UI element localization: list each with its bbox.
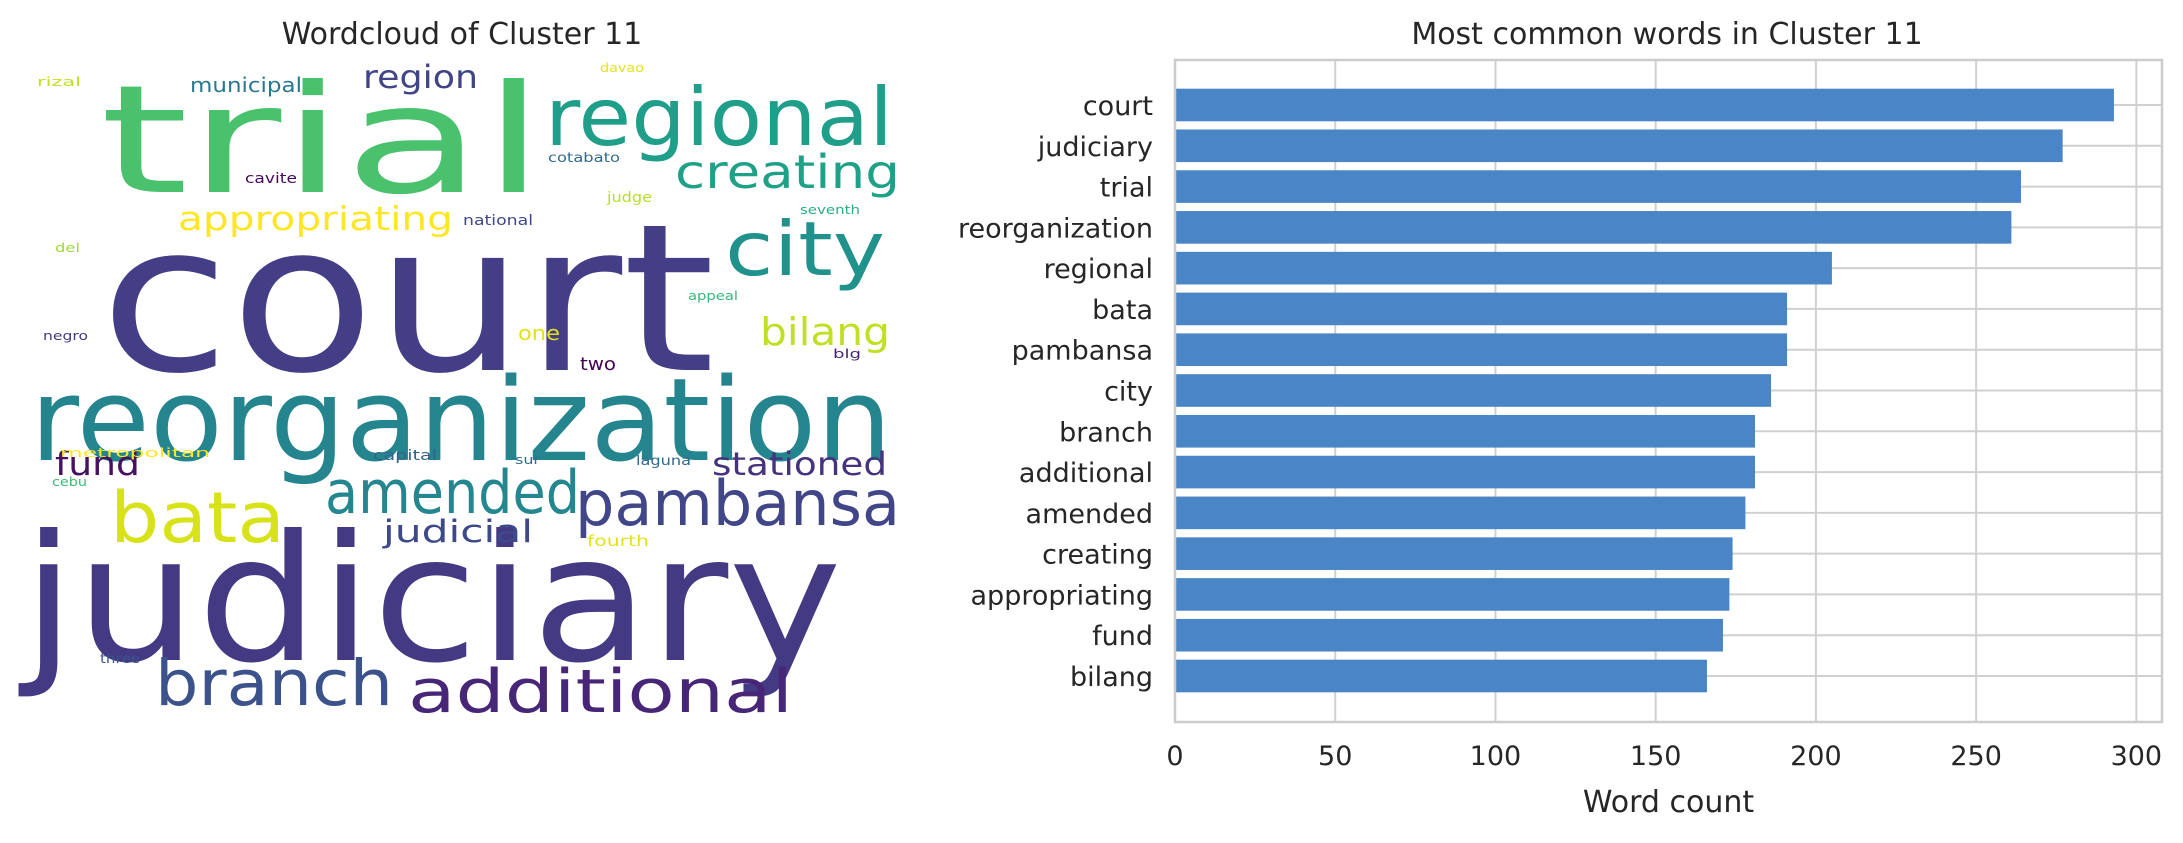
bar xyxy=(1175,455,1756,489)
wordcloud-word: court xyxy=(100,181,715,419)
wordcloud-word: stationed xyxy=(712,445,887,483)
y-tick-label: trial xyxy=(1100,173,1153,204)
bar-chart-x-tick-labels: 0 50 100 150 200 250 300 xyxy=(1166,741,2162,772)
bar xyxy=(1175,292,1788,326)
wordcloud-word: cotabato xyxy=(548,151,620,166)
y-tick-label: bata xyxy=(1092,295,1153,326)
wordcloud-word: branch xyxy=(155,647,393,720)
y-tick-label: amended xyxy=(1026,499,1153,530)
x-tick-label: 250 xyxy=(1950,741,2002,772)
wordcloud-word: cebu xyxy=(52,475,87,489)
bar xyxy=(1175,414,1756,448)
wordcloud-word: judge xyxy=(606,190,652,206)
x-tick-label: 0 xyxy=(1166,741,1183,772)
bar xyxy=(1175,496,1746,530)
wordcloud-word: pambansa xyxy=(575,467,900,540)
wordcloud-word: judicial xyxy=(382,514,533,550)
wordcloud-word: blg xyxy=(833,347,861,361)
bar-chart-plot-frame xyxy=(1173,58,2164,724)
wordcloud-word: judiciary xyxy=(18,499,842,702)
wordcloud-word: bilang xyxy=(760,310,890,354)
wordcloud-word: two xyxy=(580,354,616,375)
y-tick-label: branch xyxy=(1059,417,1153,448)
wordcloud-word: seventh xyxy=(800,203,860,217)
wordcloud-word: negro xyxy=(43,329,88,343)
y-tick-label: additional xyxy=(1019,458,1153,489)
wordcloud-word: appropriating xyxy=(178,199,453,238)
wordcloud-word: reorganization xyxy=(30,354,892,488)
x-tick-label: 200 xyxy=(1790,741,1842,772)
y-tick-label: fund xyxy=(1092,621,1153,652)
wordcloud-word: appeal xyxy=(688,289,738,303)
x-tick-label: 300 xyxy=(2111,741,2163,772)
wordcloud-words: courtjudiciarytrialreorganizationregiona… xyxy=(18,54,900,727)
wordcloud-word: sur xyxy=(515,453,540,467)
wordcloud-word: three xyxy=(100,652,140,667)
y-tick-label: court xyxy=(1083,91,1153,122)
bar xyxy=(1175,578,1730,611)
x-tick-label: 50 xyxy=(1318,741,1352,772)
wordcloud-word: fund xyxy=(55,444,140,483)
y-tick-label: creating xyxy=(1042,540,1153,571)
wordcloud-panel: Wordcloud of Cluster 11 court judiciary tr… xyxy=(0,0,930,839)
bar-chart-bars xyxy=(1175,88,2114,693)
wordcloud-word: laguna xyxy=(636,454,691,469)
wordcloud-word: one xyxy=(518,321,560,345)
bar xyxy=(1175,618,1723,652)
wordcloud-word: capital xyxy=(373,448,437,464)
bar xyxy=(1175,170,2021,203)
y-tick-label: bilang xyxy=(1070,662,1153,693)
y-tick-label: city xyxy=(1104,377,1153,408)
y-tick-label: reorganization xyxy=(958,213,1153,244)
wordcloud-word: trial xyxy=(100,54,545,228)
bar xyxy=(1175,374,1772,407)
wordcloud-word: municipal xyxy=(190,73,302,97)
y-tick-label: judiciary xyxy=(1037,132,1153,163)
wordcloud-word: region xyxy=(363,58,478,96)
bar xyxy=(1175,537,1733,570)
wordcloud-word: regional xyxy=(545,71,893,164)
bar-chart-x-axis-label: Word count xyxy=(1583,785,1755,820)
bar-chart-title: Most common words in Cluster 11 xyxy=(1411,17,1922,52)
wordcloud-word: amended xyxy=(325,458,580,528)
bar xyxy=(1175,659,1707,693)
wordcloud-word: metropolitan xyxy=(60,446,210,460)
wordcloud-word: bata xyxy=(110,477,285,559)
wordcloud-word: city xyxy=(725,205,885,293)
y-tick-label: pambansa xyxy=(1012,336,1153,367)
wordcloud-word: additional xyxy=(408,657,793,727)
bar-chart: Most common words in Cluster 11 court jud… xyxy=(958,17,2164,820)
bar xyxy=(1175,88,2114,122)
y-tick-label: regional xyxy=(1044,254,1153,285)
wordcloud-chart: Wordcloud of Cluster 11 court judiciary tr… xyxy=(18,17,900,727)
wordcloud-word: rizal xyxy=(37,75,81,89)
bar xyxy=(1175,211,2012,244)
wordcloud-word: cavite xyxy=(245,171,297,187)
x-tick-label: 150 xyxy=(1630,741,1682,772)
bar xyxy=(1175,251,1832,285)
barchart-panel: Most common words in Cluster 11 court jud… xyxy=(930,0,2183,839)
bar xyxy=(1175,333,1788,367)
y-tick-label: appropriating xyxy=(971,580,1153,611)
wordcloud-title: Wordcloud of Cluster 11 xyxy=(282,17,643,52)
x-tick-label: 100 xyxy=(1470,741,1522,772)
wordcloud-word: fourth xyxy=(587,532,649,550)
bar xyxy=(1175,129,2063,163)
wordcloud-word: creating xyxy=(675,145,900,199)
wordcloud-word: national xyxy=(463,213,533,229)
bar-chart-y-tick-labels: court judiciary trial reorganization regiona… xyxy=(958,91,1153,693)
wordcloud-word: davao xyxy=(600,61,644,75)
wordcloud-word: del xyxy=(55,241,80,255)
